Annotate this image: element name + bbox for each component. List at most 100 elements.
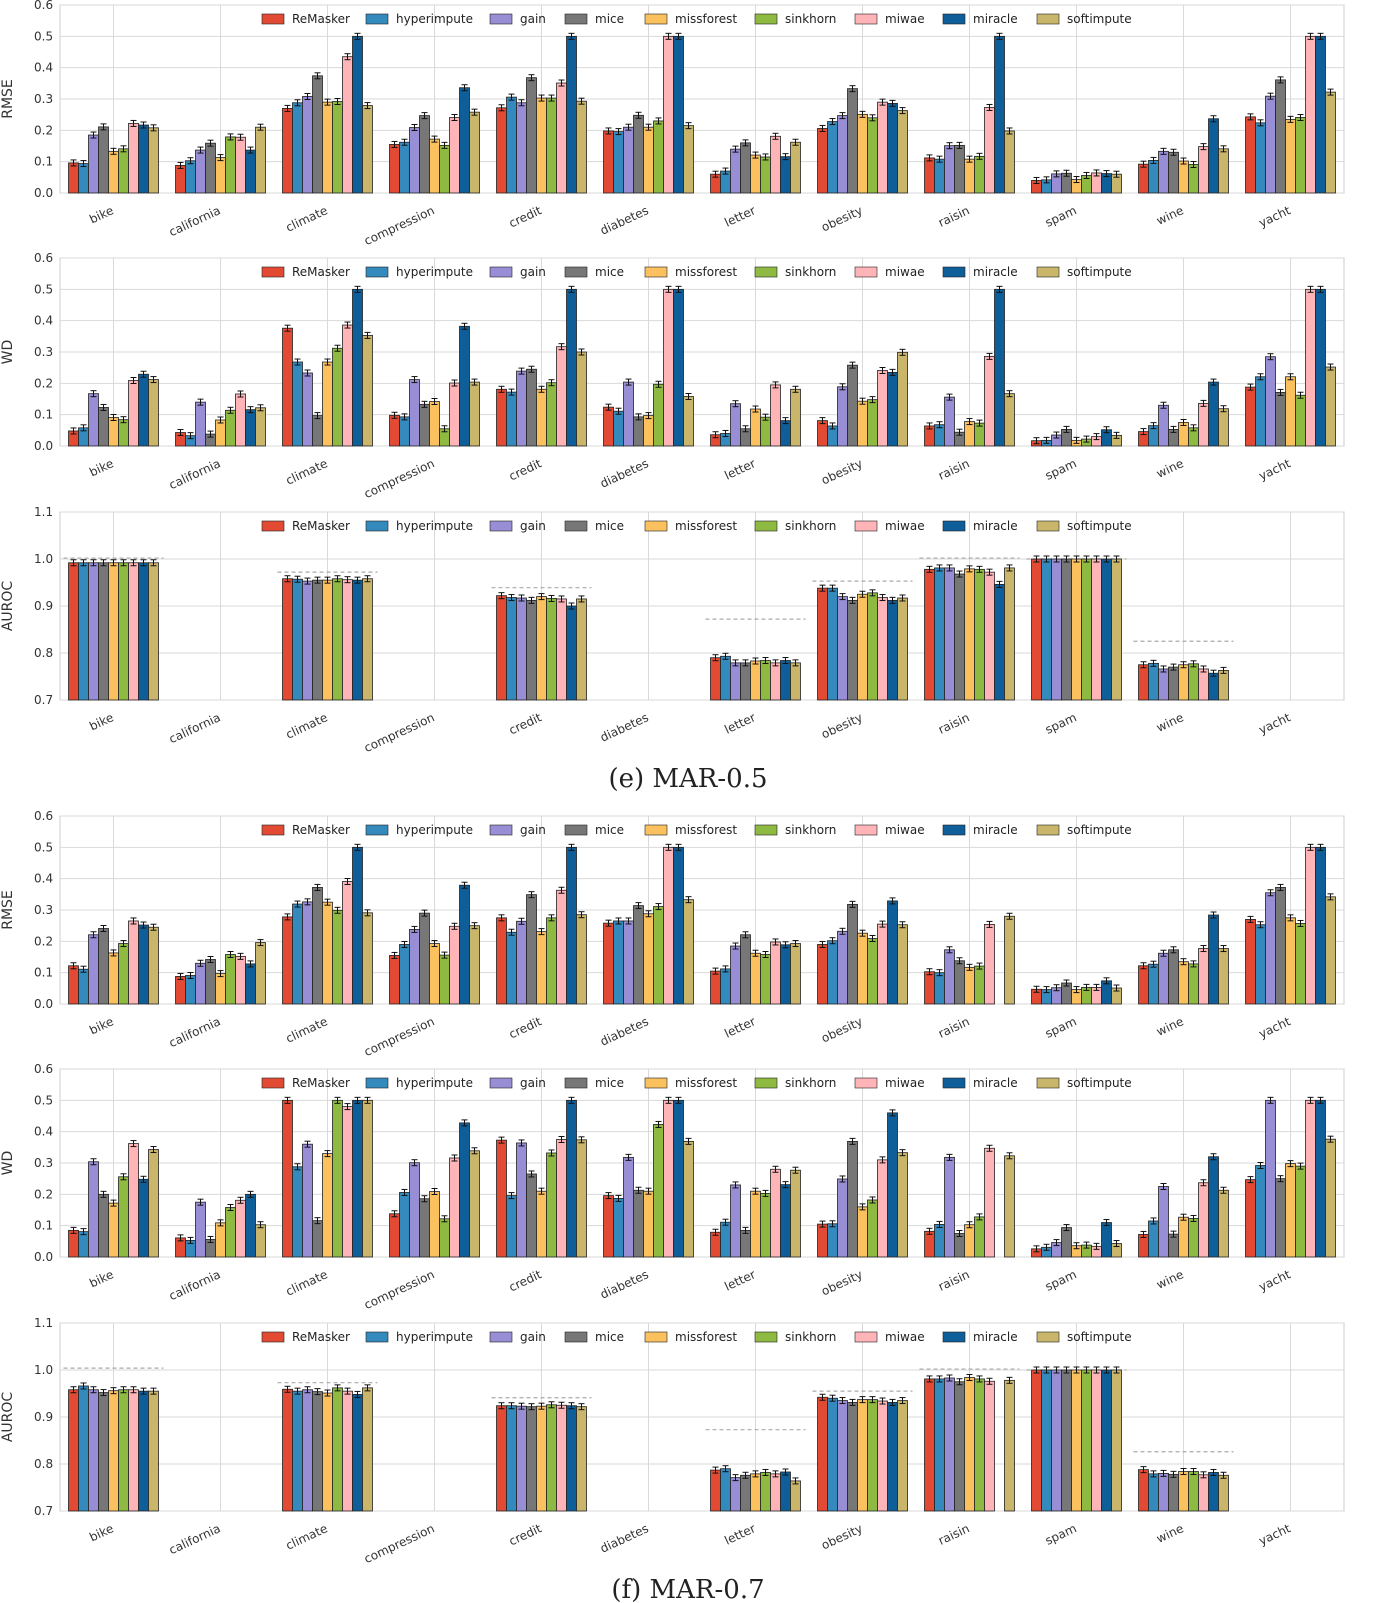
bar-sinkhorn-diabetes (653, 906, 664, 1005)
bar-softimpute-climate (362, 578, 373, 701)
bar-miracle-compression (459, 1122, 470, 1258)
bar-hyperimpute-raisin (934, 567, 945, 701)
bar-sinkhorn-bike (118, 562, 129, 701)
bar-missforest-letter (750, 952, 761, 1005)
bar-softimpute-credit (576, 351, 587, 447)
bar-hyperimpute-obesity (827, 1397, 838, 1512)
bar-softimpute-raisin (1004, 567, 1015, 701)
bar-mice-bike (98, 928, 109, 1005)
bar-miwae-wine (1198, 402, 1209, 447)
bar-sinkhorn-climate (332, 1387, 343, 1512)
legend-label-mice: mice (595, 12, 624, 26)
bar-miwae-raisin (984, 355, 995, 447)
x-tick-label-climate: climate (284, 203, 330, 234)
bar-hyperimpute-wine (1148, 160, 1159, 194)
legend-label-softimpute: softimpute (1067, 265, 1132, 279)
bar-hyperimpute-diabetes (613, 410, 624, 447)
bar-miracle-climate (352, 1099, 363, 1258)
bar-miwae-compression (449, 117, 460, 194)
x-tick-label-yacht: yacht (1257, 1014, 1293, 1041)
bar-remasker-raisin (924, 1230, 935, 1258)
y-tick-label: 0.8 (34, 1457, 53, 1471)
legend-swatch-gain (489, 520, 513, 532)
legend-swatch-miwae (854, 266, 878, 278)
bar-gain-california (195, 1201, 206, 1258)
bar-hyperimpute-obesity (827, 1223, 838, 1258)
legend-label-gain: gain (520, 12, 546, 26)
bar-mice-california (205, 142, 216, 194)
x-tick-label-spam: spam (1043, 1014, 1079, 1041)
x-tick-label-california: california (167, 710, 223, 746)
bar-remasker-raisin (924, 1378, 935, 1512)
bar-missforest-raisin (964, 158, 975, 194)
bar-softimpute-raisin (1004, 393, 1015, 447)
x-tick-label-california: california (167, 1014, 223, 1050)
legend-swatch-missforest (644, 1077, 668, 1089)
bar-miwae-diabetes (663, 35, 674, 194)
bar-gain-climate (302, 580, 313, 701)
legend-label-mice: mice (595, 823, 624, 837)
y-axis-label: WD (0, 340, 16, 365)
bar-softimpute-raisin (1004, 1379, 1015, 1512)
x-tick-label-obesity: obesity (819, 203, 865, 234)
bar-remasker-letter (710, 657, 721, 701)
bar-gain-climate (302, 1389, 313, 1512)
bar-hyperimpute-raisin (934, 1224, 945, 1258)
legend-label-gain: gain (520, 519, 546, 533)
legend-label-hyperimpute: hyperimpute (396, 1076, 473, 1090)
bar-missforest-letter (750, 408, 761, 447)
bar-missforest-california (215, 419, 226, 447)
bar-miwae-climate (342, 56, 353, 194)
bar-missforest-bike (108, 562, 119, 701)
caption-mar-0-5: (e) MAR-0.5 (608, 764, 767, 794)
bar-softimpute-climate (362, 334, 373, 447)
bar-hyperimpute-spam (1041, 558, 1052, 701)
bar-hyperimpute-bike (78, 1385, 89, 1512)
bar-hyperimpute-credit (506, 931, 517, 1005)
bar-miracle-yacht (1315, 846, 1326, 1005)
bar-miwae-yacht (1305, 1099, 1316, 1258)
y-tick-label: 0.0 (34, 186, 53, 200)
legend-swatch-softimpute (1036, 1077, 1060, 1089)
bar-missforest-credit (536, 1190, 547, 1258)
y-tick-label: 0.8 (34, 646, 53, 660)
bar-mice-climate (312, 579, 323, 701)
x-tick-label-climate: climate (284, 1014, 330, 1045)
bar-softimpute-california (255, 407, 266, 447)
bar-mice-credit (526, 1406, 537, 1512)
bar-miwae-bike (128, 562, 139, 701)
bar-sinkhorn-yacht (1295, 1165, 1306, 1258)
legend-label-mice: mice (595, 519, 624, 533)
bar-miracle-bike (138, 373, 149, 447)
bar-softimpute-yacht (1325, 1138, 1336, 1258)
x-tick-label-bike: bike (87, 456, 115, 479)
bar-miwae-obesity (877, 1159, 888, 1258)
x-tick-label-letter: letter (722, 710, 757, 736)
bar-hyperimpute-letter (720, 1221, 731, 1258)
bar-missforest-diabetes (643, 913, 654, 1005)
legend-label-softimpute: softimpute (1067, 12, 1132, 26)
bar-hyperimpute-climate (292, 361, 303, 447)
x-tick-label-yacht: yacht (1257, 1267, 1293, 1294)
bar-mice-credit (526, 894, 537, 1005)
legend-label-miwae: miwae (885, 519, 925, 533)
bar-softimpute-letter (790, 1480, 801, 1512)
bar-softimpute-compression (469, 1150, 480, 1258)
legend-swatch-missforest (644, 13, 668, 25)
bar-softimpute-obesity (897, 597, 908, 701)
bar-softimpute-spam (1111, 1369, 1122, 1512)
bar-miwae-letter (770, 384, 781, 447)
bar-miwae-raisin (984, 1380, 995, 1512)
bar-remasker-raisin (924, 157, 935, 194)
bar-hyperimpute-wine (1148, 963, 1159, 1005)
legend-swatch-hyperimpute (365, 266, 389, 278)
bar-missforest-diabetes (643, 415, 654, 447)
bar-mice-yacht (1275, 79, 1286, 194)
bar-miwae-raisin (984, 107, 995, 194)
bar-miwae-spam (1091, 558, 1102, 701)
bar-remasker-climate (282, 1388, 293, 1512)
bar-missforest-wine (1178, 664, 1189, 701)
bar-gain-compression (409, 929, 420, 1005)
x-tick-label-obesity: obesity (819, 710, 865, 741)
bar-mice-california (205, 959, 216, 1005)
